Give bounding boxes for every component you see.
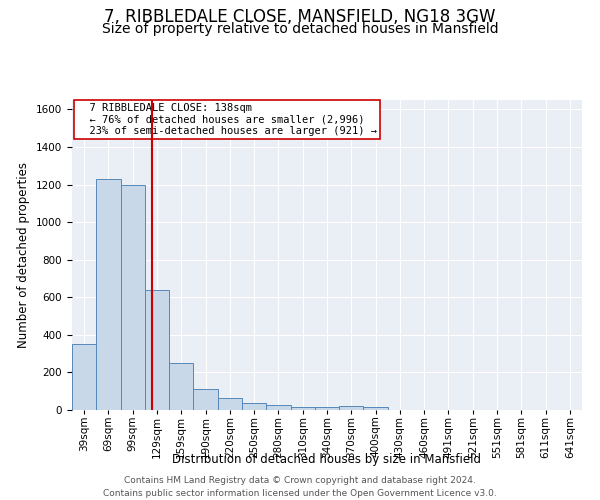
Text: Contains HM Land Registry data © Crown copyright and database right 2024.
Contai: Contains HM Land Registry data © Crown c… xyxy=(103,476,497,498)
Bar xyxy=(339,406,364,410)
Text: 7 RIBBLEDALE CLOSE: 138sqm
  ← 76% of detached houses are smaller (2,996)
  23% : 7 RIBBLEDALE CLOSE: 138sqm ← 76% of deta… xyxy=(77,103,377,136)
Y-axis label: Number of detached properties: Number of detached properties xyxy=(17,162,31,348)
Bar xyxy=(218,398,242,410)
Bar xyxy=(315,407,339,410)
Bar xyxy=(193,390,218,410)
Bar xyxy=(72,344,96,410)
Bar xyxy=(96,179,121,410)
Bar xyxy=(364,407,388,410)
Text: Distribution of detached houses by size in Mansfield: Distribution of detached houses by size … xyxy=(173,452,482,466)
Bar xyxy=(242,404,266,410)
Text: 7, RIBBLEDALE CLOSE, MANSFIELD, NG18 3GW: 7, RIBBLEDALE CLOSE, MANSFIELD, NG18 3GW xyxy=(104,8,496,26)
Bar xyxy=(121,184,145,410)
Bar xyxy=(145,290,169,410)
Text: Size of property relative to detached houses in Mansfield: Size of property relative to detached ho… xyxy=(101,22,499,36)
Bar xyxy=(266,406,290,410)
Bar xyxy=(169,363,193,410)
Bar xyxy=(290,407,315,410)
